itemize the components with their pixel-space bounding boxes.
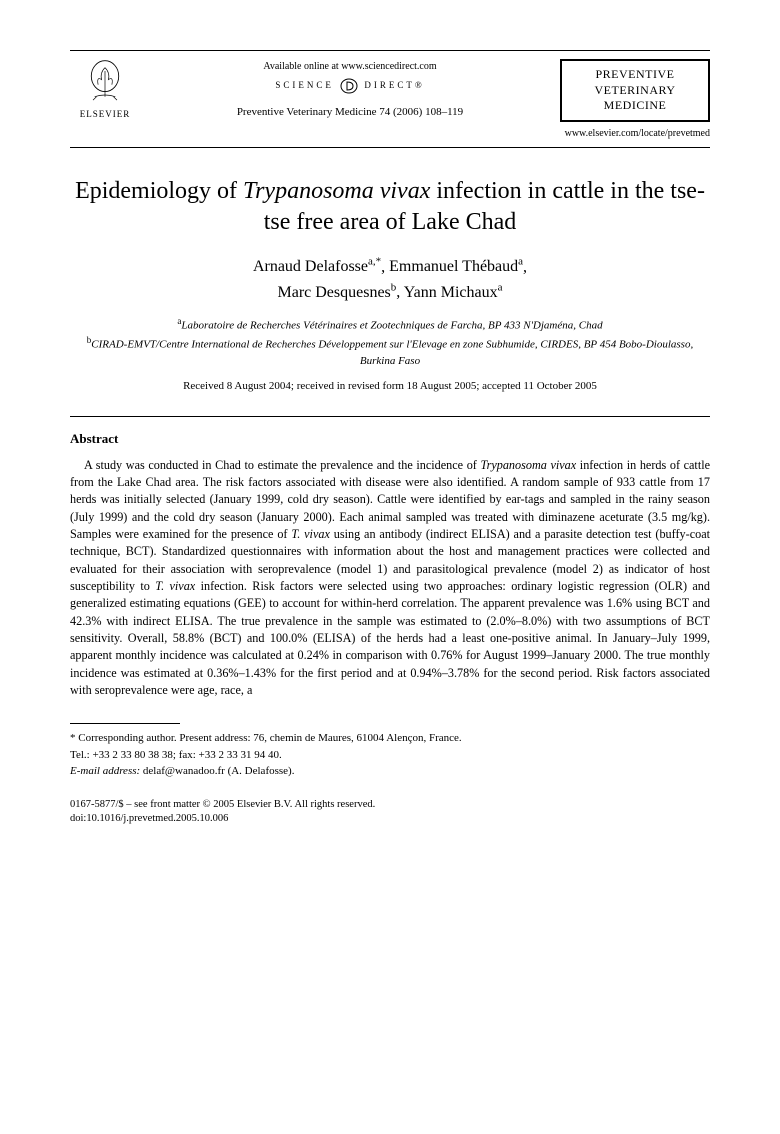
journal-title-box: PREVENTIVE VETERINARY MEDICINE — [560, 59, 710, 122]
publisher-logo: ELSEVIER — [70, 59, 140, 119]
author-4: Yann Michauxa — [404, 284, 503, 301]
journal-box-line2: VETERINARY — [566, 83, 704, 99]
header-center: Available online at www.sciencedirect.co… — [140, 59, 560, 121]
journal-reference: Preventive Veterinary Medicine 74 (2006)… — [140, 104, 560, 121]
title-italic: Trypanosoma vivax — [243, 178, 430, 204]
corresponding-author: * Corresponding author. Present address:… — [70, 730, 710, 747]
email-address: delaf@wanadoo.fr (A. Delafosse). — [143, 765, 295, 777]
doi-text: doi:10.1016/j.prevetmed.2005.10.006 — [70, 812, 710, 827]
copyright-block: 0167-5877/$ – see front matter © 2005 El… — [70, 798, 710, 827]
journal-box-line3: MEDICINE — [566, 98, 704, 114]
article-title: Epidemiology of Trypanosoma vivax infect… — [70, 176, 710, 238]
copyright-text: 0167-5877/$ – see front matter © 2005 El… — [70, 798, 710, 813]
author-1: Arnaud Delafossea,* — [253, 258, 381, 275]
header-divider — [70, 416, 710, 417]
science-direct-text2: DIRECT — [364, 80, 415, 90]
contact-email: E-mail address: delaf@wanadoo.fr (A. Del… — [70, 763, 710, 780]
article-header: ELSEVIER Available online at www.science… — [70, 50, 710, 148]
available-online-text: Available online at www.sciencedirect.co… — [140, 59, 560, 74]
footnote-separator — [70, 723, 180, 724]
affiliations-list: aLaboratoire de Recherches Vétérinaires … — [70, 315, 710, 370]
authors-list: Arnaud Delafossea,*, Emmanuel Thébauda, … — [70, 254, 710, 305]
email-label: E-mail address: — [70, 765, 140, 777]
science-direct-logo: SCIENCE DIRECT® — [140, 78, 560, 94]
affiliation-b: bCIRAD-EMVT/Centre International de Rech… — [70, 334, 710, 370]
abstract-heading: Abstract — [70, 431, 710, 447]
footnotes: * Corresponding author. Present address:… — [70, 730, 710, 780]
author-2: Emmanuel Thébauda — [389, 258, 523, 275]
affiliation-a: aLaboratoire de Recherches Vétérinaires … — [70, 315, 710, 334]
article-dates: Received 8 August 2004; received in revi… — [70, 380, 710, 392]
journal-box-line1: PREVENTIVE — [566, 67, 704, 83]
science-direct-text1: SCIENCE — [275, 80, 334, 90]
publisher-name: ELSEVIER — [80, 109, 131, 119]
title-part1: Epidemiology of — [75, 178, 243, 204]
journal-url: www.elsevier.com/locate/prevetmed — [560, 128, 710, 139]
contact-tel: Tel.: +33 2 33 80 38 38; fax: +33 2 33 3… — [70, 747, 710, 764]
journal-title-container: PREVENTIVE VETERINARY MEDICINE www.elsev… — [560, 59, 710, 139]
sciencedirect-d-icon — [339, 78, 359, 94]
author-3: Marc Desquesnesb — [277, 284, 396, 301]
abstract-body: A study was conducted in Chad to estimat… — [70, 457, 710, 700]
elsevier-tree-icon — [81, 59, 129, 107]
